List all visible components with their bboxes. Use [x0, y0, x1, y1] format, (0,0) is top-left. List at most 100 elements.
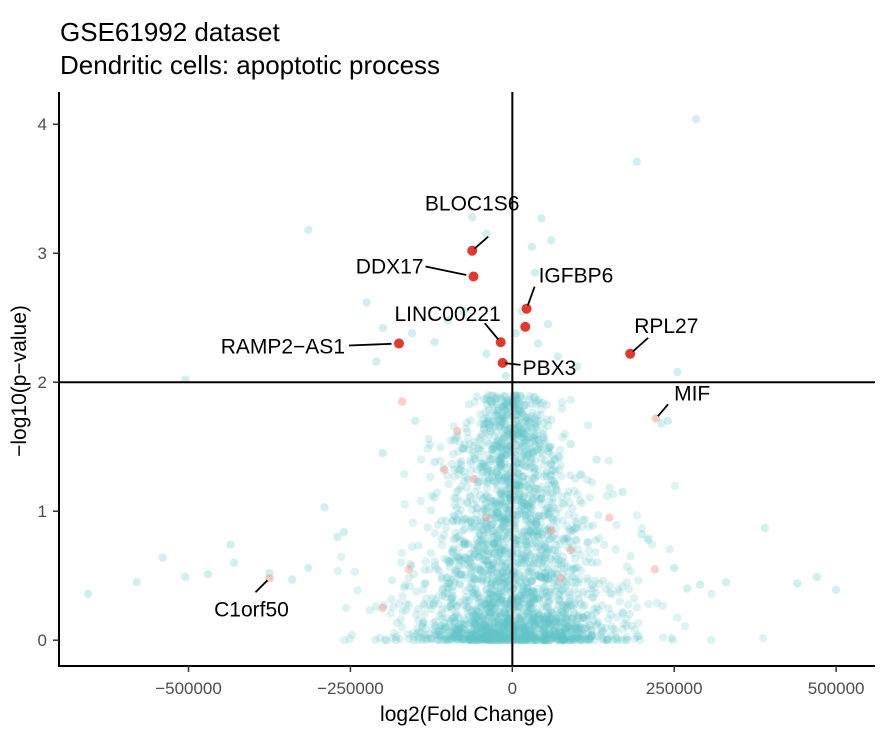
background-point [420, 579, 430, 588]
background-point [530, 558, 539, 568]
faint-highlight-point [650, 565, 659, 574]
background-point [532, 635, 542, 645]
background-point [547, 481, 557, 490]
background-point [476, 433, 485, 442]
background-point [525, 418, 534, 428]
background-point [484, 412, 493, 422]
background-point [504, 614, 513, 623]
background-point [498, 532, 507, 541]
background-point [452, 515, 461, 525]
background-point [552, 534, 561, 544]
background-point [460, 570, 470, 579]
background-point [520, 575, 530, 584]
background-point [566, 439, 575, 449]
background-point [515, 481, 524, 490]
background-point [501, 610, 510, 619]
background-point [487, 629, 496, 638]
background-point [428, 625, 437, 634]
background-point [456, 570, 466, 579]
background-point [503, 584, 512, 593]
background-point [500, 546, 509, 555]
background-point [517, 501, 527, 510]
background-point [532, 609, 542, 618]
background-point [452, 634, 461, 643]
background-point [526, 415, 536, 424]
background-point [496, 488, 505, 497]
background-point [466, 635, 475, 644]
background-point [473, 481, 482, 491]
background-point [440, 531, 449, 540]
background-point [663, 416, 672, 426]
background-point [554, 628, 563, 637]
background-point [534, 484, 544, 494]
background-point [501, 610, 510, 619]
background-point [512, 623, 521, 633]
background-point [474, 617, 483, 626]
background-point [409, 632, 419, 641]
background-point [544, 611, 553, 621]
background-point [563, 633, 573, 642]
background-point [547, 236, 556, 245]
background-point [498, 402, 507, 411]
background-point [566, 636, 575, 645]
background-point [544, 480, 553, 489]
background-point [457, 457, 466, 466]
background-point [454, 553, 463, 562]
background-point [561, 624, 570, 633]
background-point [484, 561, 494, 570]
background-point [558, 585, 567, 594]
background-point [495, 576, 505, 586]
background-point [572, 523, 581, 533]
background-point [544, 598, 553, 607]
background-point [495, 588, 504, 598]
background-point [466, 624, 476, 634]
background-point [576, 613, 585, 622]
background-point [484, 611, 494, 620]
x-tick-label: 0 [508, 679, 517, 698]
background-point [530, 634, 539, 643]
background-point [514, 493, 523, 502]
background-point [426, 472, 435, 482]
background-point [573, 490, 583, 499]
background-point [418, 635, 427, 644]
background-point [517, 594, 526, 604]
background-point [362, 298, 371, 307]
background-point [474, 598, 483, 607]
background-point [519, 527, 529, 537]
background-point [543, 619, 553, 628]
background-point [518, 495, 527, 504]
background-point [539, 624, 549, 633]
background-point [479, 505, 489, 514]
background-point [595, 534, 604, 543]
background-point [419, 599, 428, 608]
background-point [541, 544, 550, 553]
background-point [536, 410, 545, 420]
background-point [484, 560, 494, 569]
background-point [453, 630, 462, 639]
background-point [549, 465, 558, 475]
background-point [486, 549, 496, 559]
background-point [479, 622, 488, 631]
background-point [555, 453, 564, 462]
x-axis-title: log2(Fold Change) [380, 703, 554, 726]
background-point [536, 446, 545, 455]
background-point [539, 632, 549, 641]
background-point [481, 622, 491, 632]
background-point [541, 627, 550, 637]
background-point [550, 480, 559, 489]
background-point [463, 434, 473, 443]
background-point [504, 428, 513, 437]
background-point [483, 630, 493, 639]
background-point [489, 417, 498, 426]
background-point [450, 493, 459, 502]
background-point [562, 615, 572, 624]
background-point [498, 635, 507, 644]
background-point [517, 459, 526, 468]
background-point [536, 572, 545, 582]
background-point [561, 634, 570, 643]
background-point [409, 636, 418, 645]
background-point [523, 450, 532, 460]
background-point [468, 448, 478, 457]
background-point [557, 556, 566, 566]
